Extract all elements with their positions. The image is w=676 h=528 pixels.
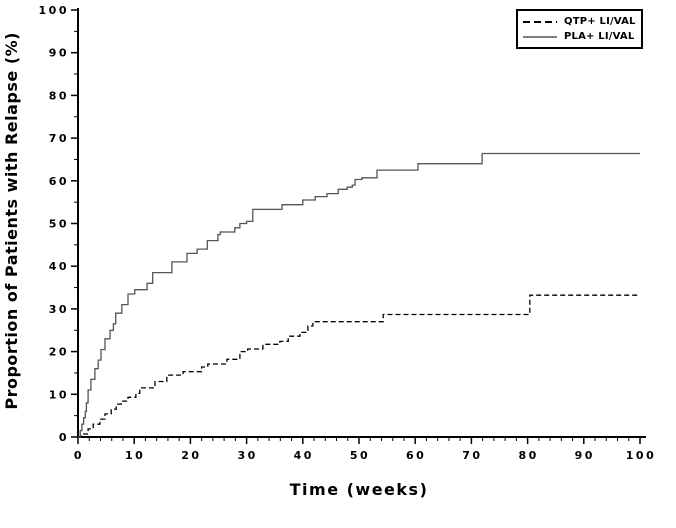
legend-label-qtp: QTP+ LI/VAL [564,16,636,27]
legend-entry-qtp: QTP+ LI/VAL [523,14,636,29]
svg-text:90: 90 [49,47,69,60]
series-qtp-li-val [78,294,640,438]
svg-text:70: 70 [462,449,482,462]
svg-text:40: 40 [49,260,69,273]
svg-text:60: 60 [49,175,69,188]
svg-text:20: 20 [49,346,69,359]
series-pla-li-val [78,152,640,438]
svg-text:50: 50 [350,449,370,462]
svg-text:0: 0 [59,431,69,444]
svg-text:40: 40 [294,449,314,462]
svg-text:80: 80 [518,449,538,462]
svg-text:10: 10 [125,449,145,462]
y-axis-title: Proportion of Patients with Relapse (%) [2,32,21,410]
dashed-line-sample-icon [523,20,557,23]
solid-line-sample-icon [523,35,557,38]
svg-text:80: 80 [49,89,69,102]
svg-text:90: 90 [575,449,595,462]
svg-text:30: 30 [49,303,69,316]
svg-text:100: 100 [39,4,69,17]
svg-text:20: 20 [181,449,201,462]
x-axis-title: Time (weeks) [289,480,429,499]
legend-label-pla: PLA+ LI/VAL [564,31,635,42]
svg-text:100: 100 [626,449,656,462]
svg-text:60: 60 [406,449,426,462]
legend-entry-pla: PLA+ LI/VAL [523,29,636,44]
svg-text:0: 0 [74,449,84,462]
svg-text:50: 50 [49,218,69,231]
svg-text:10: 10 [49,388,69,401]
svg-text:70: 70 [49,132,69,145]
svg-text:30: 30 [237,449,257,462]
legend-box: QTP+ LI/VAL PLA+ LI/VAL [516,9,643,49]
